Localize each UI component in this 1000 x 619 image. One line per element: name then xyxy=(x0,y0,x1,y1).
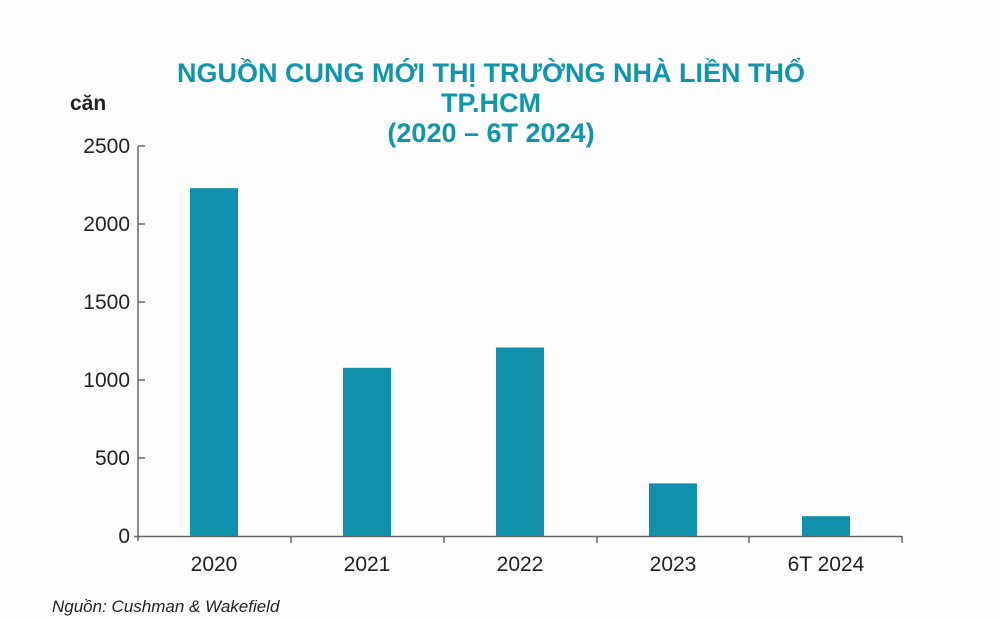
chart-title-line3: (2020 – 6T 2024) xyxy=(387,118,595,148)
y-tick-label: 2000 xyxy=(83,213,130,236)
source-note: Nguồn: Cushman & Wakefield xyxy=(52,597,280,616)
bar-6t-2024 xyxy=(802,516,850,537)
chart-title: NGUỒN CUNG MỚI THỊ TRƯỜNG NHÀ LIỀN THỔ T… xyxy=(0,58,982,148)
bar-2022 xyxy=(496,347,544,537)
y-tick-label: 500 xyxy=(94,447,130,470)
bars-group xyxy=(190,188,850,537)
y-axis-unit-label: căn xyxy=(70,92,107,115)
y-tick-label: 2500 xyxy=(83,135,130,158)
bar-2020 xyxy=(190,188,238,537)
y-tick-label: 1000 xyxy=(83,369,130,392)
chart-title-line2: TP.HCM xyxy=(440,88,541,118)
x-tick-label: 2021 xyxy=(343,553,391,576)
bar-2021 xyxy=(343,367,391,537)
x-tick-label: 2020 xyxy=(190,553,238,576)
y-tick-label: 1500 xyxy=(83,291,130,314)
x-tick-label: 2022 xyxy=(496,553,544,576)
y-tick-label: 0 xyxy=(118,525,130,548)
x-tick-label: 6T 2024 xyxy=(787,553,865,576)
x-tick-label: 2023 xyxy=(649,553,697,576)
bar-2023 xyxy=(649,483,697,537)
chart-title-line1: NGUỒN CUNG MỚI THỊ TRƯỜNG NHÀ LIỀN THỔ xyxy=(177,58,805,88)
